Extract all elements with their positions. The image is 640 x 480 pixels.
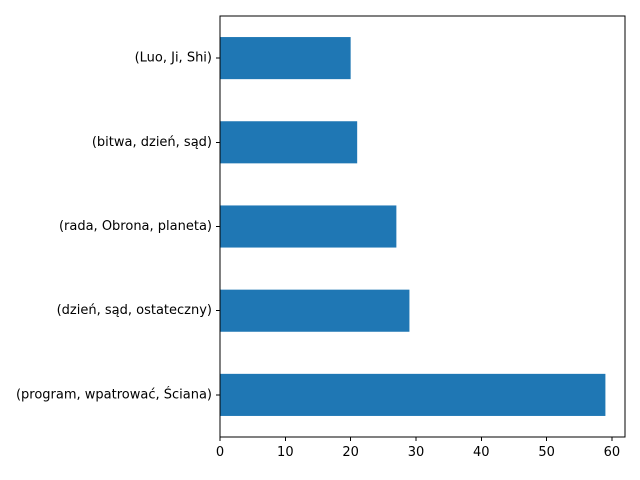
bars-group [220, 37, 606, 416]
x-tick-label: 60 [604, 445, 621, 460]
y-tick-label: (dzień, sąd, ostateczny) [57, 303, 212, 318]
y-tick-label: (rada, Obrona, planeta) [59, 219, 212, 234]
bar [220, 121, 358, 164]
x-tick-label: 30 [408, 445, 425, 460]
x-tick-label: 20 [342, 445, 359, 460]
y-tick-label: (program, wpatrować, Ściana) [16, 386, 212, 402]
y-tick-labels: (Luo, Ji, Shi) (bitwa, dzień, sąd) (rada, … [16, 51, 220, 402]
x-tick-label: 10 [277, 445, 294, 460]
y-tick-label: (bitwa, dzień, sąd) [92, 135, 212, 150]
bar [220, 205, 397, 248]
x-axis: 0 10 20 30 40 50 60 [216, 437, 620, 460]
plot-frame [219, 15, 626, 438]
x-tick-label: 40 [473, 445, 490, 460]
x-tick-label: 50 [538, 445, 555, 460]
bar [220, 373, 606, 416]
x-tick-label: 0 [216, 445, 224, 460]
bar [220, 289, 410, 332]
y-tick-label: (Luo, Ji, Shi) [135, 51, 212, 66]
bar [220, 37, 351, 80]
